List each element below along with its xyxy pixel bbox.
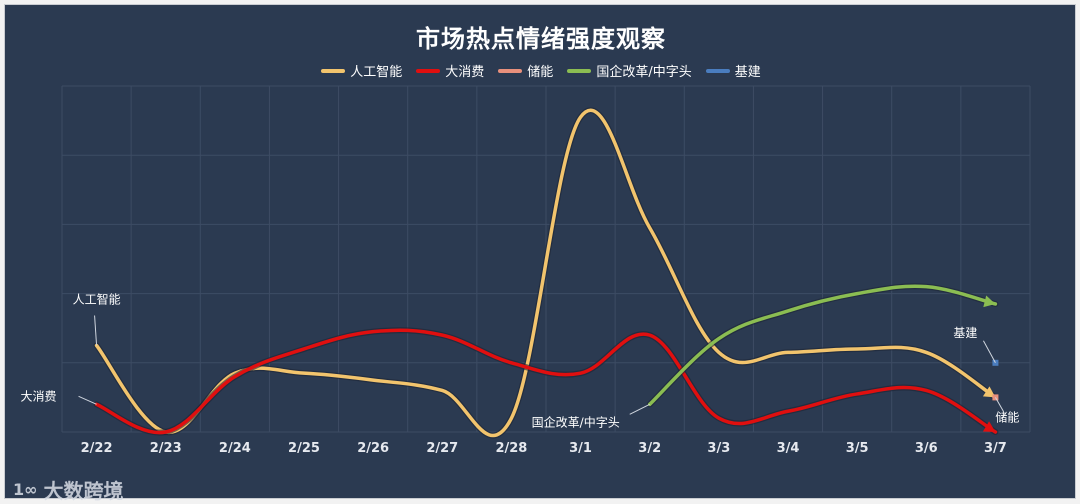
annotation-leader-1 (78, 395, 97, 405)
x-tick-label: 3/4 (777, 441, 800, 456)
legend-label-soe: 国企改革/中字头 (596, 65, 692, 80)
watermark-logo-icon: 1∞ (13, 480, 38, 499)
legend-item-soe[interactable]: 国企改革/中字头 (567, 61, 692, 80)
x-tick-label: 2/24 (219, 441, 251, 456)
legend-item-infra[interactable]: 基建 (705, 61, 761, 80)
x-tick-label: 3/3 (707, 441, 730, 456)
legend-item-consumer[interactable]: 大消费 (416, 61, 484, 80)
series-line-3 (647, 284, 998, 407)
series-arrow-3 (983, 295, 996, 308)
x-tick-label: 2/27 (426, 441, 458, 456)
annotation-label-1: 大消费 (21, 389, 57, 403)
x-tick-label: 3/5 (846, 441, 869, 456)
x-tick-label: 2/28 (495, 441, 527, 456)
x-tick-label: 3/6 (915, 441, 938, 456)
watermark: 1∞ 大数跨境 (13, 475, 123, 504)
series-line-1 (94, 328, 998, 435)
legend-item-storage[interactable]: 储能 (498, 61, 553, 80)
chart-title: 市场热点情绪强度观察 (416, 25, 666, 53)
legend-swatch-storage (498, 68, 523, 73)
x-tick-label: 2/25 (288, 441, 320, 456)
annotation-label-3: 基建 (953, 326, 977, 340)
annotation-leader-0 (94, 315, 98, 346)
x-tick-label: 3/7 (984, 441, 1007, 456)
legend-label-consumer: 大消费 (445, 65, 485, 80)
annotation-label-0: 人工智能 (73, 292, 121, 307)
x-tick-label: 2/23 (150, 441, 182, 456)
legend-label-infra: 基建 (734, 65, 761, 80)
x-tick-label: 2/26 (357, 441, 389, 456)
series-arrow-1 (982, 421, 996, 432)
legend-label-storage: 储能 (527, 65, 554, 80)
watermark-text: 大数跨境 (43, 479, 124, 503)
legend-label-ai: 人工智能 (350, 65, 403, 80)
legend-item-ai[interactable]: 人工智能 (321, 61, 402, 80)
legend-swatch-consumer (416, 68, 441, 73)
legend-swatch-infra (705, 68, 730, 73)
annotation-label-2: 国企改革/中字头 (532, 414, 620, 429)
annotation-leader-2 (629, 403, 650, 415)
x-tick-label: 3/2 (638, 441, 661, 456)
x-tick-label: 2/22 (81, 441, 113, 456)
annotation-leader-3 (982, 340, 996, 364)
series-arrow-0 (982, 386, 996, 398)
legend-swatch-soe (567, 68, 592, 73)
chart-legend: 人工智能 大消费 储能 国企改革/中字头 基建 (5, 61, 1077, 80)
x-tick-label: 3/1 (569, 441, 592, 456)
legend-swatch-ai (321, 68, 346, 73)
annotation-leader-4 (994, 397, 1004, 412)
annotation-label-4: 储能 (995, 409, 1019, 424)
